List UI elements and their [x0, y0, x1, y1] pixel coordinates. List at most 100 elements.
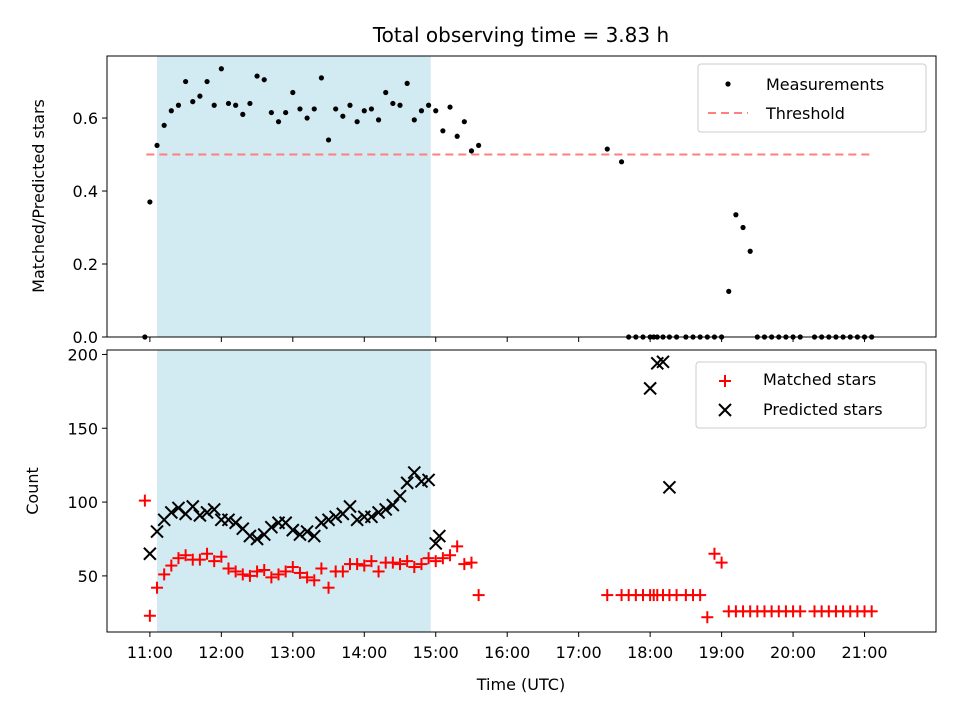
predicted-star-point: [150, 524, 164, 539]
matched-star-point: [308, 574, 321, 587]
measurement-point: [411, 117, 417, 123]
matched-star-point: [715, 556, 728, 569]
predicted-star-d2: [364, 510, 379, 524]
x-axis-label: Time (UTC): [476, 675, 565, 694]
measurement-point: [175, 102, 182, 108]
matched-star-point: [138, 494, 151, 507]
predicted-star-point: [300, 524, 314, 539]
bottom-y-tick-label: 200: [67, 345, 98, 364]
predicted-star-point: [343, 499, 357, 514]
predicted-star-d2: [150, 524, 164, 539]
predicted-star-d2: [328, 510, 343, 524]
bottom-axes-frame: [106, 349, 937, 633]
predicted-star-d2: [371, 505, 386, 520]
measurement-point: [211, 102, 217, 108]
measurement-point: [233, 102, 239, 108]
matched-star-point: [315, 562, 328, 575]
matched-star-point: [422, 552, 435, 565]
measurement-point: [204, 78, 210, 85]
predicted-star-d2: [164, 505, 179, 520]
measurement-point: [726, 288, 732, 294]
matched-star-point: [251, 565, 264, 578]
predicted-star-point: [371, 505, 386, 520]
matched-star-point: [272, 568, 285, 581]
matched-stars-points: [138, 494, 878, 624]
chart-title: Total observing time = 3.83 h: [372, 23, 669, 47]
predicted-star-d2: [171, 501, 186, 515]
measurement-point: [154, 142, 160, 149]
bottom-x-tick-label: 16:00: [484, 643, 530, 662]
predicted-star-d2: [250, 532, 264, 546]
measurement-point: [440, 128, 446, 134]
measurement-point: [354, 119, 360, 125]
predicted-star-d2: [293, 527, 307, 542]
matched-star-point: [451, 540, 464, 553]
bottom-legend-box: [695, 361, 927, 429]
matched-star-point: [222, 562, 235, 575]
predicted-star-point: [364, 510, 379, 524]
measurement-point: [168, 108, 174, 114]
matched-star-point: [201, 547, 214, 560]
matched-star-point: [865, 605, 878, 618]
predicted-star-point: [429, 536, 443, 551]
predicted-star-point: [293, 527, 307, 542]
measurement-point: [225, 100, 232, 107]
measurement-point: [297, 106, 303, 112]
matched-star-point: [365, 555, 378, 568]
matched-star-point: [158, 568, 171, 581]
matched-star-point: [386, 556, 399, 569]
measurement-point: [254, 73, 260, 79]
predicted-star-point: [193, 508, 207, 523]
measurement-point: [161, 122, 167, 128]
matched-star-point: [179, 549, 192, 562]
measurement-point: [476, 142, 482, 149]
predicted-star-d2: [143, 547, 157, 561]
top-x-ticks: [149, 337, 866, 342]
top-y-tick-label: 0.4: [73, 182, 98, 201]
measurement-point: [397, 102, 403, 108]
predicted-star-point: [200, 505, 214, 520]
matched-star-point: [436, 552, 449, 565]
predicted-star-d2: [278, 516, 293, 530]
matched-star-point: [215, 550, 228, 563]
matched-star-point: [293, 566, 306, 579]
matched-star-point: [193, 553, 206, 566]
legend-matched-label: Matched stars: [763, 370, 876, 389]
matched-star-point: [286, 561, 299, 574]
predicted-star-d2: [662, 480, 677, 495]
matched-star-point: [601, 589, 614, 602]
matched-star-point: [444, 549, 457, 562]
predicted-star-d2: [386, 498, 400, 512]
measurement-point: [390, 100, 396, 107]
measurement-point: [261, 77, 267, 83]
legend-measurements-label: Measurements: [766, 75, 884, 94]
measurement-point: [247, 100, 253, 107]
bottom-x-tick-label: 18:00: [627, 643, 673, 662]
top-y-tick-label: 0.0: [73, 328, 98, 347]
legend-predicted-label: Predicted stars: [763, 400, 883, 419]
predicted-star-point: [656, 355, 670, 369]
predicted-star-d2: [300, 524, 314, 539]
bottom-y-ticks: 50 100 150 200: [67, 345, 107, 586]
measurement-point: [283, 109, 289, 116]
measurement-point: [340, 113, 346, 119]
predicted-star-point: [207, 502, 221, 517]
matched-star-point: [794, 605, 807, 618]
predicted-star-point: [143, 547, 157, 561]
top-y-ticks: 0.0 0.2 0.4 0.6: [73, 109, 107, 347]
predicted-star-point: [379, 502, 393, 517]
predicted-star-d2: [432, 529, 447, 543]
legend-matched-marker: [719, 375, 731, 387]
bottom-x-tick-label: 17:00: [556, 643, 602, 662]
bottom-x-tick-label: 14:00: [341, 643, 387, 662]
predicted-stars-points: [143, 355, 677, 561]
bottom-y-axis-label: Count: [23, 467, 42, 515]
bottom-x-tick-label: 11:00: [127, 643, 173, 662]
predicted-star-d2: [656, 355, 670, 369]
bottom-x-tick-label: 12:00: [198, 643, 244, 662]
predicted-star-point: [662, 480, 677, 495]
measurement-point: [368, 106, 375, 112]
matched-star-point: [336, 565, 349, 578]
matched-star-point: [415, 558, 428, 571]
